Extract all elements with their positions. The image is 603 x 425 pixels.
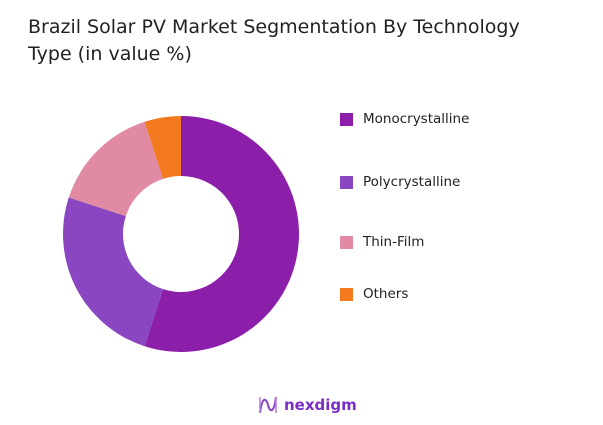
slice-polycrystalline [63, 197, 164, 347]
legend-swatch [340, 235, 353, 249]
logo-wave-icon [259, 396, 277, 414]
logo-text: nexdigm [284, 396, 357, 414]
legend-label: Monocrystalline [363, 111, 470, 127]
legend-item-polycrystalline: Polycrystalline [340, 174, 460, 190]
legend-label: Others [363, 286, 409, 302]
legend-item-others: Others [340, 286, 408, 302]
legend-swatch [340, 175, 353, 189]
nexdigm-logo: nexdigm [258, 395, 357, 415]
legend-swatch [340, 287, 353, 301]
chart-title: Brazil Solar PV Market Segmentation By T… [28, 16, 520, 65]
legend-label: Polycrystalline [363, 174, 461, 190]
legend-label: Thin-Film [363, 234, 425, 250]
slice-monocrystalline [144, 116, 299, 352]
legend-item-thin-film: Thin-Film [340, 234, 424, 250]
legend-swatch [340, 112, 353, 126]
slice-thin-film [68, 121, 164, 217]
slice-others [144, 116, 181, 179]
legend-item-monocrystalline: Monocrystalline [340, 111, 469, 127]
